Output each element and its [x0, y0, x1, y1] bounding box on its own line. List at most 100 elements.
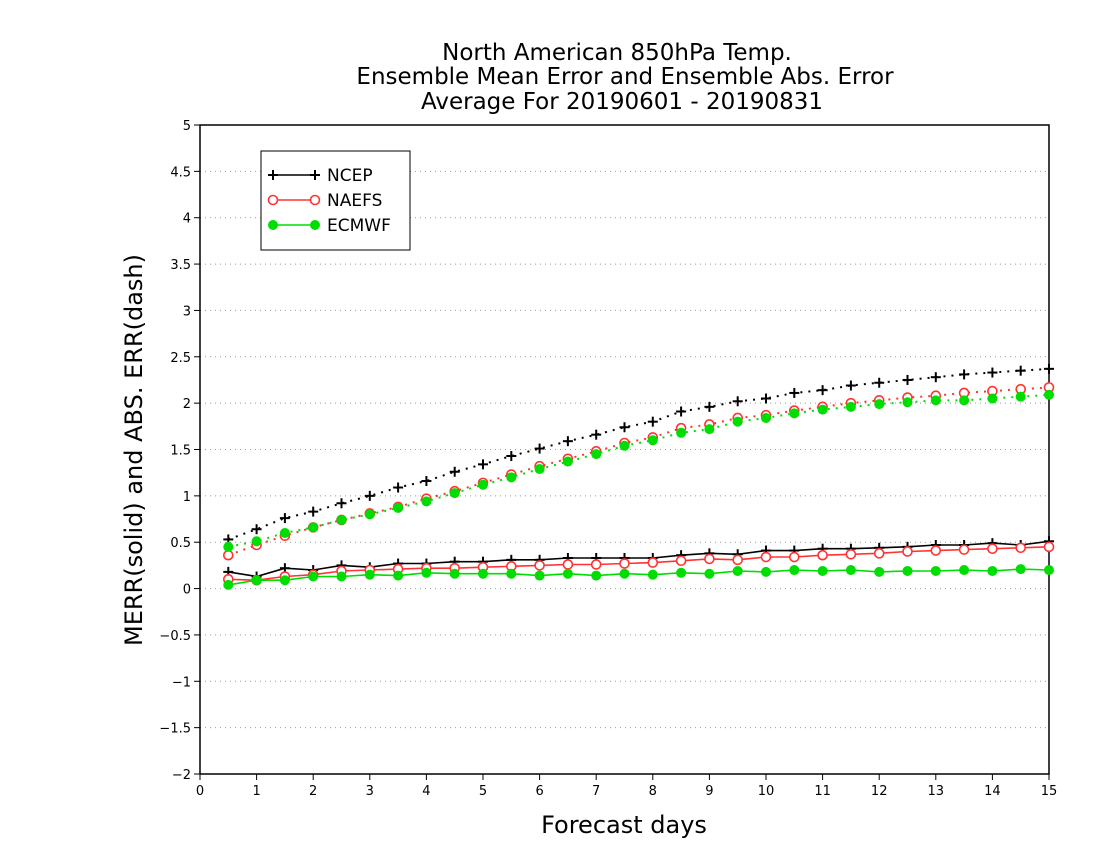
data-point-ecmwf-abs-err [251, 536, 262, 547]
data-point-ecmwf-merr [393, 570, 404, 581]
legend-marker-ecmwf [268, 220, 278, 230]
data-point-ncep-abs-err [1015, 365, 1026, 376]
y-tick-label: −1 [172, 675, 191, 690]
legend-label-naefs: NAEFS [327, 191, 382, 211]
data-point-naefs-merr [873, 548, 885, 559]
data-point-ncep-abs-err [308, 506, 319, 517]
x-tick-label: 0 [196, 784, 204, 799]
data-point-ecmwf-merr [251, 575, 262, 586]
y-tick-label: 3.5 [170, 258, 191, 273]
data-point-naefs-merr [704, 553, 715, 565]
data-point-naefs-abs-err [223, 549, 234, 561]
data-point-ecmwf-merr [817, 565, 828, 576]
data-point-ecmwf-abs-err [308, 522, 319, 533]
data-point-ecmwf-merr [647, 569, 658, 580]
data-point-ncep-abs-err [676, 406, 687, 417]
x-tick-label: 2 [309, 784, 317, 799]
data-point-ncep-abs-err [562, 436, 573, 447]
y-axis-label: MERR(solid) and ABS. ERR(dash) [120, 254, 148, 646]
data-point-ncep-abs-err [789, 387, 800, 398]
data-point-naefs-merr [930, 545, 942, 556]
data-point-ecmwf-abs-err [930, 395, 941, 406]
x-tick-label: 13 [928, 784, 945, 799]
legend-marker-ncep [268, 170, 278, 180]
data-point-ecmwf-merr [930, 565, 941, 576]
data-point-ecmwf-abs-err [902, 397, 913, 408]
data-point-ecmwf-abs-err [591, 449, 602, 460]
legend-marker-ecmwf [310, 220, 320, 230]
data-point-ecmwf-merr [562, 568, 573, 579]
data-point-ncep-abs-err [704, 401, 715, 412]
data-point-ncep-abs-err [506, 450, 517, 461]
y-tick-label: 0 [183, 583, 191, 598]
data-point-ecmwf-abs-err [987, 393, 998, 404]
data-point-ecmwf-abs-err [562, 456, 573, 467]
data-point-ncep-abs-err [902, 374, 913, 385]
data-point-ncep-abs-err [421, 476, 432, 487]
data-point-ecmwf-merr [421, 567, 432, 578]
legend-marker-naefs [309, 194, 321, 206]
x-tick-label: 6 [535, 784, 543, 799]
title-line-2: Ensemble Mean Error and Ensemble Abs. Er… [356, 64, 894, 90]
data-point-ecmwf-abs-err [336, 514, 347, 525]
data-point-ecmwf-abs-err [223, 541, 234, 552]
y-tick-label: 2 [183, 397, 191, 412]
data-point-ncep-abs-err [336, 498, 347, 509]
y-tick-label: 4 [183, 212, 191, 227]
x-tick-label: 9 [705, 784, 713, 799]
x-tick-label: 5 [479, 784, 487, 799]
x-tick-label: 10 [758, 784, 775, 799]
data-point-ncep-abs-err [251, 524, 262, 535]
data-point-ecmwf-merr [336, 571, 347, 582]
data-point-ncep-abs-err [591, 429, 602, 440]
x-axis-label: Forecast days [541, 811, 707, 839]
y-tick-label: 3 [183, 304, 191, 319]
data-point-ncep-abs-err [761, 393, 771, 404]
title-line-3: Average For 20190601 - 20190831 [421, 89, 823, 115]
chart-title: North American 850hPa Temp. Ensemble Mea… [356, 40, 894, 115]
data-point-ecmwf-abs-err [761, 412, 771, 423]
x-tick-label: 8 [649, 784, 657, 799]
data-point-naefs-merr [1043, 541, 1055, 553]
data-point-ecmwf-merr [959, 565, 970, 576]
data-point-ecmwf-merr [676, 567, 687, 578]
x-tick-label: 14 [984, 784, 1001, 799]
data-point-ecmwf-merr [308, 571, 319, 582]
data-point-ecmwf-merr [732, 565, 743, 576]
data-point-ecmwf-abs-err [1044, 389, 1054, 400]
axes: −2−1.5−1−0.500.511.522.533.544.550 1 2 3 4 5 6… [159, 119, 1057, 799]
data-point-ncep-abs-err [478, 459, 488, 470]
data-point-ecmwf-merr [845, 565, 856, 576]
data-point-ecmwf-abs-err [421, 496, 432, 507]
y-tick-label: 4.5 [170, 165, 191, 180]
data-point-ncep-abs-err [449, 466, 460, 477]
series-line-naefs-abs-err [227, 386, 1050, 557]
data-point-ncep-abs-err [364, 490, 375, 501]
data-point-ecmwf-abs-err [789, 408, 800, 419]
y-tick-label: 5 [183, 119, 191, 134]
legend-marker-naefs [267, 194, 279, 206]
data-point-ecmwf-merr [902, 565, 913, 576]
data-point-naefs-merr [760, 551, 772, 563]
data-point-ecmwf-abs-err [506, 472, 517, 483]
data-point-ecmwf-merr [478, 568, 488, 579]
data-point-ncep-abs-err [874, 377, 885, 388]
data-point-ecmwf-merr [534, 570, 545, 581]
data-point-ncep-abs-err [817, 385, 828, 396]
legend-marker-ncep [310, 170, 320, 180]
data-point-ecmwf-merr [279, 575, 290, 586]
data-point-naefs-merr [647, 557, 659, 568]
data-point-naefs-merr [619, 558, 630, 569]
y-tick-label: −2 [172, 768, 191, 783]
data-point-ecmwf-merr [1044, 565, 1054, 576]
data-point-ncep-abs-err [959, 369, 970, 380]
data-point-ecmwf-abs-err [619, 440, 630, 451]
data-point-ncep-abs-err [534, 443, 545, 454]
data-point-ecmwf-abs-err [676, 427, 687, 438]
x-tick-label: 12 [871, 784, 888, 799]
data-point-naefs-merr [788, 551, 800, 563]
data-point-ecmwf-abs-err [393, 502, 404, 513]
data-point-ecmwf-merr [987, 565, 998, 576]
x-tick-label: 15 [1041, 784, 1058, 799]
data-point-ecmwf-abs-err [364, 509, 375, 520]
